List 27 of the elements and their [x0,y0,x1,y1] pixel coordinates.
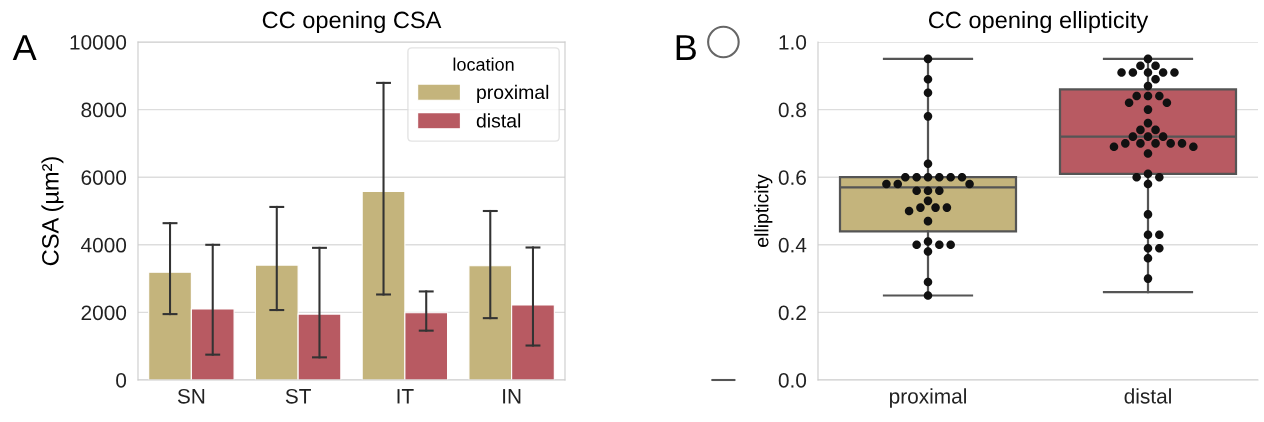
text: A [12,35,37,60]
legend-label: distal [476,113,521,128]
y-tick-label: 8000 [81,102,127,118]
x-tick-label: IN [503,389,521,404]
y-tick-label: 10000 [70,35,127,50]
y-tick-label: 0.8 [778,102,806,118]
x-tick-label: distal [1124,388,1171,404]
chart-title: CC opening ellipticity [928,11,1149,34]
x-tick-label: ST [285,388,311,404]
y-axis-title: CSA (µm²) [41,157,64,266]
y-tick-label: 2000 [81,305,127,321]
y-tick-label: 0.2 [778,305,806,321]
y-tick-label: 0 [116,373,127,388]
y-tick-label: 6000 [81,170,127,185]
x-tick-label: IT [397,389,414,404]
y-tick-label: 0.6 [778,170,806,185]
x-tick-label: proximal [889,388,966,408]
y-tick-label: 1.0 [779,35,807,50]
x-tick-label: SN [177,388,205,404]
y-tick-label: 0.4 [778,237,807,253]
y-tick-label: 4000 [81,237,127,253]
legend-title: location [453,57,514,71]
legend-label: proximal [477,84,549,103]
y-axis-title: ellipticity [754,174,773,247]
chart-title: CC opening CSA [262,11,442,34]
text: B [676,35,696,60]
y-tick-label: 0.0 [778,373,807,388]
